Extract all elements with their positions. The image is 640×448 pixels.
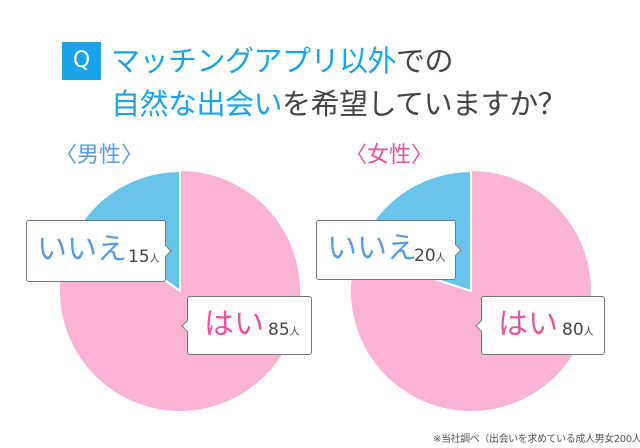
female-yes-count: 80人 (562, 320, 594, 343)
male-yes-unit: 人 (289, 327, 300, 338)
female-no-count-value: 20 (414, 246, 436, 266)
female-yes-unit: 人 (583, 327, 594, 338)
male-yes-count: 85人 (268, 320, 300, 343)
male-no-count-value: 15 (128, 247, 150, 267)
title-highlight-1: マッチングアプリ以外 (111, 44, 397, 78)
male-yes-answer: はい (204, 307, 264, 342)
title-highlight-2: 自然な出会い (111, 87, 283, 121)
title-line-1: マッチングアプリ以外での (111, 43, 454, 79)
male-no-answer: いいえ (37, 232, 127, 267)
female-chart-title: 〈女性〉 (345, 143, 434, 168)
male-yes-count-value: 85 (268, 320, 290, 340)
female-no-count: 20人 (414, 246, 446, 269)
title-text-1: での (396, 44, 454, 78)
question-badge: Q (62, 42, 101, 80)
female-no-callout: いいえ 20人 (316, 220, 462, 280)
female-pie-chart (351, 169, 591, 411)
male-yes-callout: はい 85人 (181, 296, 312, 355)
male-pie-chart (60, 169, 300, 411)
source-footnote: ※当社調べ（出会いを求めている成人男女200人対象） (433, 434, 640, 445)
male-no-unit: 人 (149, 254, 160, 265)
female-yes-callout: はい 80人 (475, 296, 605, 355)
male-no-count: 15人 (128, 247, 160, 270)
female-no-unit: 人 (435, 253, 446, 264)
title-text-2: を希望していますか？ (282, 87, 567, 121)
male-no-callout: いいえ 15人 (26, 220, 172, 282)
female-yes-count-value: 80 (562, 320, 584, 340)
female-yes-answer: はい (498, 307, 558, 342)
male-chart-title: 〈男性〉 (55, 143, 144, 168)
title-line-2: 自然な出会いを希望していますか？ (111, 86, 567, 122)
female-no-answer: いいえ (327, 231, 417, 266)
